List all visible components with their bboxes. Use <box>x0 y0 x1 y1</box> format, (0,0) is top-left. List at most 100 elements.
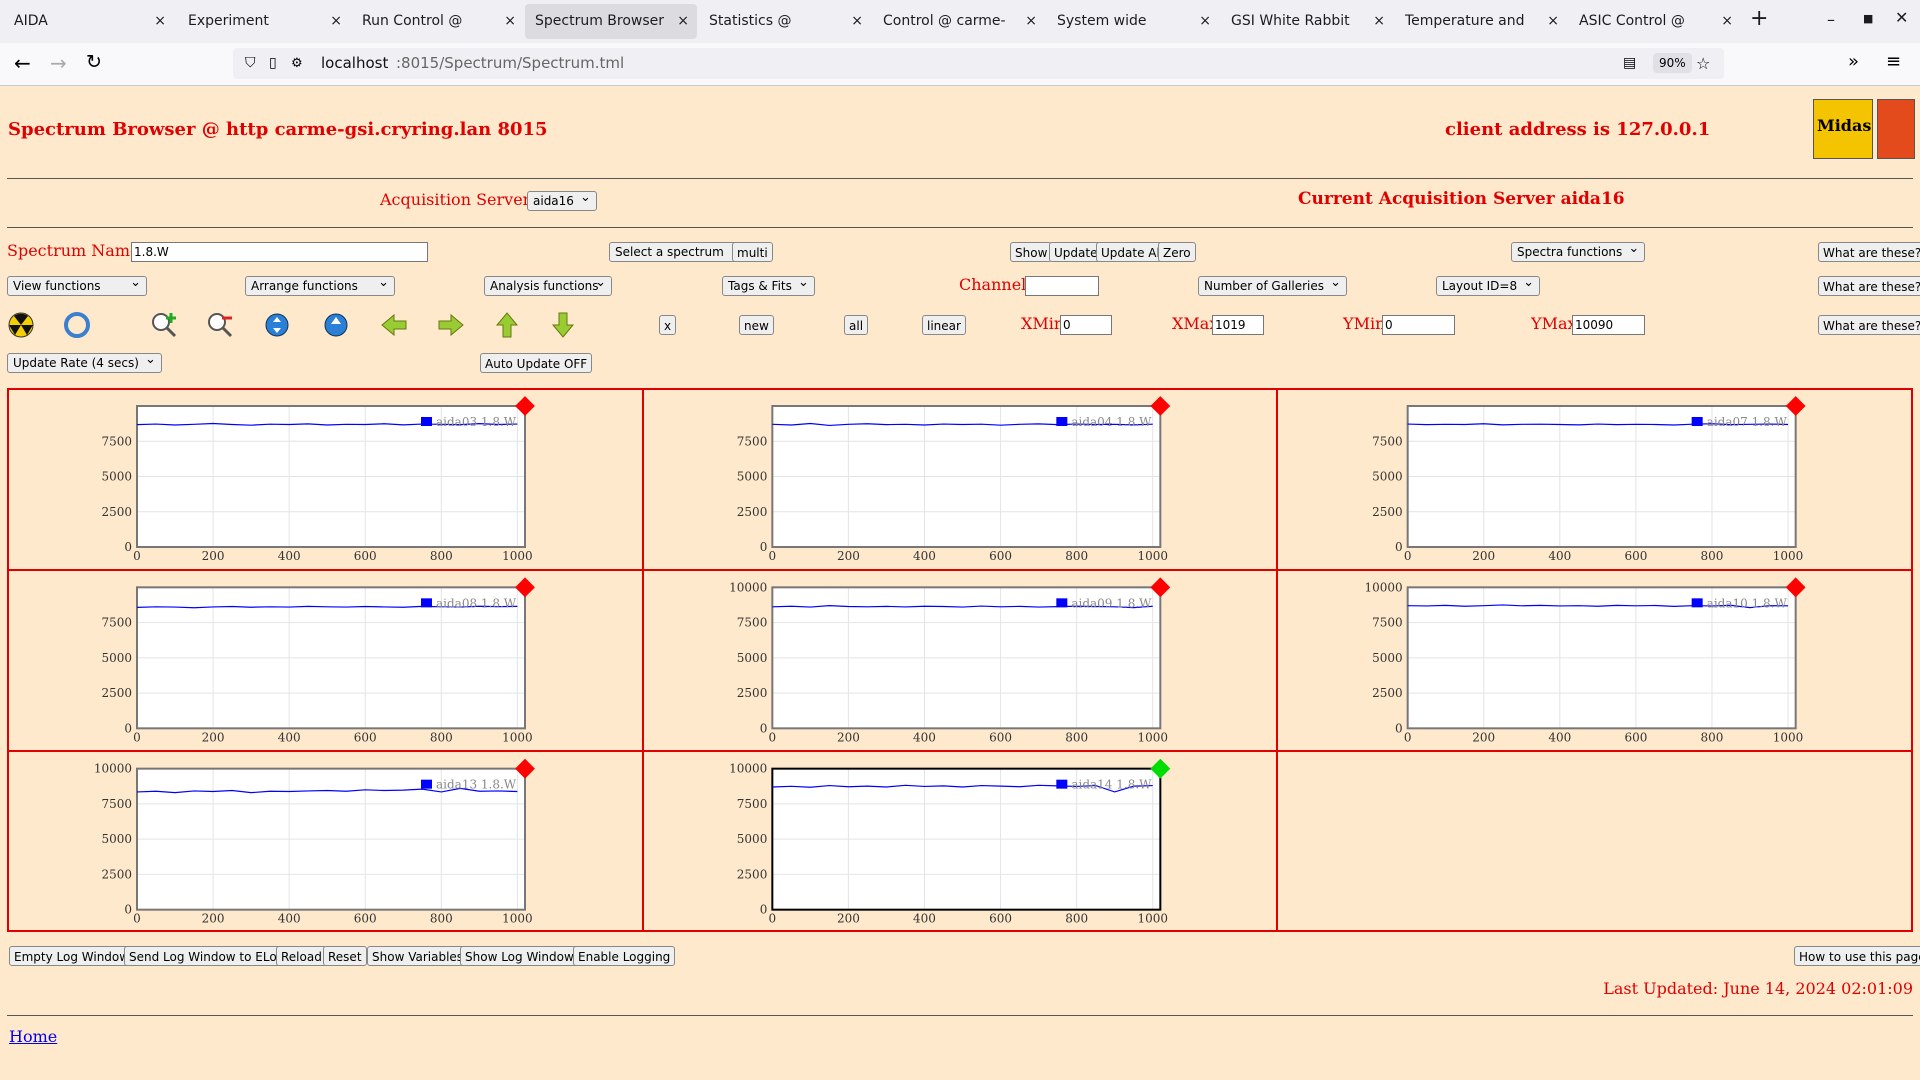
y-tick-label: 7500 <box>1372 616 1403 630</box>
update-all-button[interactable]: Update All <box>1096 242 1169 262</box>
tab[interactable]: Control @ carme-gsi× <box>873 4 1045 39</box>
right-arrow-icon[interactable] <box>438 313 464 337</box>
how-to-button[interactable]: How to use this page <box>1794 946 1920 966</box>
down-arrow-icon[interactable] <box>551 312 575 338</box>
x-button[interactable]: x <box>659 315 677 335</box>
log-button[interactable]: Empty Log Window <box>9 946 135 966</box>
spectrum-panel[interactable]: 0 200 400 600 800 1000025005000750010000aida1… <box>729 758 1171 926</box>
zero-button[interactable]: Zero <box>1158 242 1196 262</box>
auto-update-button[interactable]: Auto Update OFF <box>480 353 593 373</box>
new-tab[interactable]: + <box>1750 6 1769 31</box>
help-button[interactable]: What are these? <box>1818 315 1920 335</box>
overflow[interactable]: » <box>1848 51 1860 72</box>
left-arrow-icon[interactable] <box>381 313 407 337</box>
compress-icon[interactable] <box>277 305 348 337</box>
bookmark[interactable]: ☆ <box>1696 54 1711 73</box>
spectrum-panel[interactable]: 0 200 400 600 800 1000 0 2500 5000 7500 aida04 1.8… <box>737 396 1171 563</box>
tab[interactable]: GSI White Rabbit Tim× <box>1221 4 1393 39</box>
radiation-icon[interactable] <box>8 312 34 338</box>
tab[interactable]: Statistics @ carme-g× <box>699 4 871 39</box>
log-button[interactable]: Reload <box>276 946 327 966</box>
multi-button[interactable]: multi <box>732 242 773 262</box>
close-window[interactable]: ✕ <box>1895 8 1909 27</box>
log-button[interactable]: Show Variables <box>367 946 469 966</box>
y-tick-label: 2500 <box>737 686 768 700</box>
home-link[interactable]: Home <box>9 1027 58 1046</box>
back[interactable]: ← <box>14 51 31 75</box>
current-server: Current Acquisition Server aida16 <box>1298 189 1625 209</box>
spectrum-name-input[interactable] <box>131 242 428 262</box>
last-updated: Last Updated: June 14, 2024 02:01:09 <box>1603 979 1913 998</box>
xmax-input[interactable] <box>1212 315 1264 335</box>
reader-icon[interactable]: ▤ <box>1623 55 1637 71</box>
log-button[interactable]: Enable Logging <box>573 946 676 966</box>
analysis-functions-select[interactable]: Analysis functions <box>484 274 612 296</box>
zoom-out-icon[interactable] <box>208 313 233 338</box>
spectrum-panel[interactable]: 0 200 400 600 800 1000 0 2500 5000 7500 aida08 1.8… <box>101 577 535 744</box>
zoom[interactable]: 90% <box>1653 53 1692 73</box>
layout-select[interactable]: Layout ID=8 <box>1436 274 1541 296</box>
y-tick-label: 7500 <box>737 797 768 811</box>
ymax-input[interactable] <box>1572 315 1645 335</box>
midas-logo: Midas <box>1813 99 1873 159</box>
spectra-functions-select[interactable]: Spectra functions <box>1511 240 1646 262</box>
minimize[interactable]: – <box>1827 10 1835 29</box>
y-tick-label: 7500 <box>737 616 768 630</box>
log-button[interactable]: Show Log Window <box>460 946 579 966</box>
update-button[interactable]: Update <box>1049 242 1103 262</box>
tab[interactable]: System wide Checks (× <box>1047 4 1219 39</box>
url-path: :8015/Spectrum/Spectrum.tml <box>396 54 625 72</box>
client-address: client address is 127.0.0.1 <box>1445 119 1711 140</box>
new-button[interactable]: new <box>739 315 774 335</box>
x-tick-label: 800 <box>430 730 453 744</box>
spectrum-select[interactable]: Select a spectrum <box>609 240 747 262</box>
spectrum-panel[interactable]: 0 200 400 600 800 1000025005000750010000aida0… <box>729 577 1171 744</box>
y-tick-label: 0 <box>760 903 768 917</box>
server-select[interactable]: aida16 <box>527 189 597 211</box>
help-button[interactable]: What are these? <box>1818 242 1920 262</box>
zoom-in-icon[interactable] <box>152 313 177 338</box>
reload[interactable]: ↻ <box>86 51 102 73</box>
tab[interactable]: Spectrum Browser @× <box>525 4 697 39</box>
x-tick-label: 600 <box>1624 549 1647 563</box>
xmin-input[interactable] <box>1060 315 1112 335</box>
up-arrow-icon[interactable] <box>495 312 519 338</box>
x-tick-label: 200 <box>837 549 860 563</box>
shield-icon: ⛉ <box>245 55 256 71</box>
arrange-functions-select[interactable]: Arrange functions <box>245 274 395 296</box>
tab-title: Experiment Control @ <box>188 13 269 29</box>
legend-swatch <box>421 417 432 426</box>
show-button[interactable]: Show <box>1010 242 1053 262</box>
tab[interactable]: AIDA × <box>4 4 176 39</box>
all-button[interactable]: all <box>844 315 869 335</box>
channel-input[interactable] <box>1025 276 1099 296</box>
update-rate-select[interactable]: Update Rate (4 secs) <box>7 351 162 373</box>
maximize[interactable]: ■ <box>1863 12 1874 25</box>
forward[interactable]: → <box>50 51 67 75</box>
ymin-input[interactable] <box>1382 315 1455 335</box>
help-button[interactable]: What are these? <box>1818 276 1920 296</box>
spectrum-panel[interactable]: 0 200 400 600 800 1000 0 2500 5000 7500 aida07 1.8… <box>1372 396 1806 563</box>
tab-title: AIDA <box>14 13 48 29</box>
x-tick-label: 400 <box>913 912 936 926</box>
y-tick-label: 2500 <box>101 505 132 519</box>
view-functions-select[interactable]: View functions <box>7 274 147 296</box>
tags-fits-select[interactable]: Tags & Fits <box>722 274 815 296</box>
spectrum-panel[interactable]: 0 200 400 600 800 1000 0 2500 5000 7500 aida03 1.8… <box>101 396 535 563</box>
legend-label: aida09 1.8.W <box>1071 596 1152 610</box>
galleries-select[interactable]: Number of Galleries <box>1198 274 1348 296</box>
log-button[interactable]: Send Log Window to ELog <box>124 946 290 966</box>
tab[interactable]: ASIC Control @ carm× <box>1569 4 1741 39</box>
refresh-icon[interactable] <box>64 312 90 338</box>
linear-button[interactable]: linear <box>922 315 966 335</box>
url-bar[interactable]: ⛉ ▯ ⚙ localhost :8015/Spectrum/Spectrum.… <box>233 48 1724 79</box>
legend-swatch <box>421 779 432 789</box>
tab[interactable]: Run Control @ carme× <box>352 4 524 39</box>
menu[interactable]: ≡ <box>1886 51 1902 72</box>
expand-icon[interactable] <box>265 313 289 337</box>
spectrum-panel[interactable]: 0 200 400 600 800 1000025005000750010000aida1… <box>1364 577 1806 744</box>
tab[interactable]: Temperature and stat× <box>1395 4 1567 39</box>
spectrum-panel[interactable]: 0 200 400 600 800 1000025005000750010000aida1… <box>94 758 535 926</box>
tab[interactable]: Experiment Control @× <box>178 4 350 39</box>
log-button[interactable]: Reset <box>323 946 367 966</box>
